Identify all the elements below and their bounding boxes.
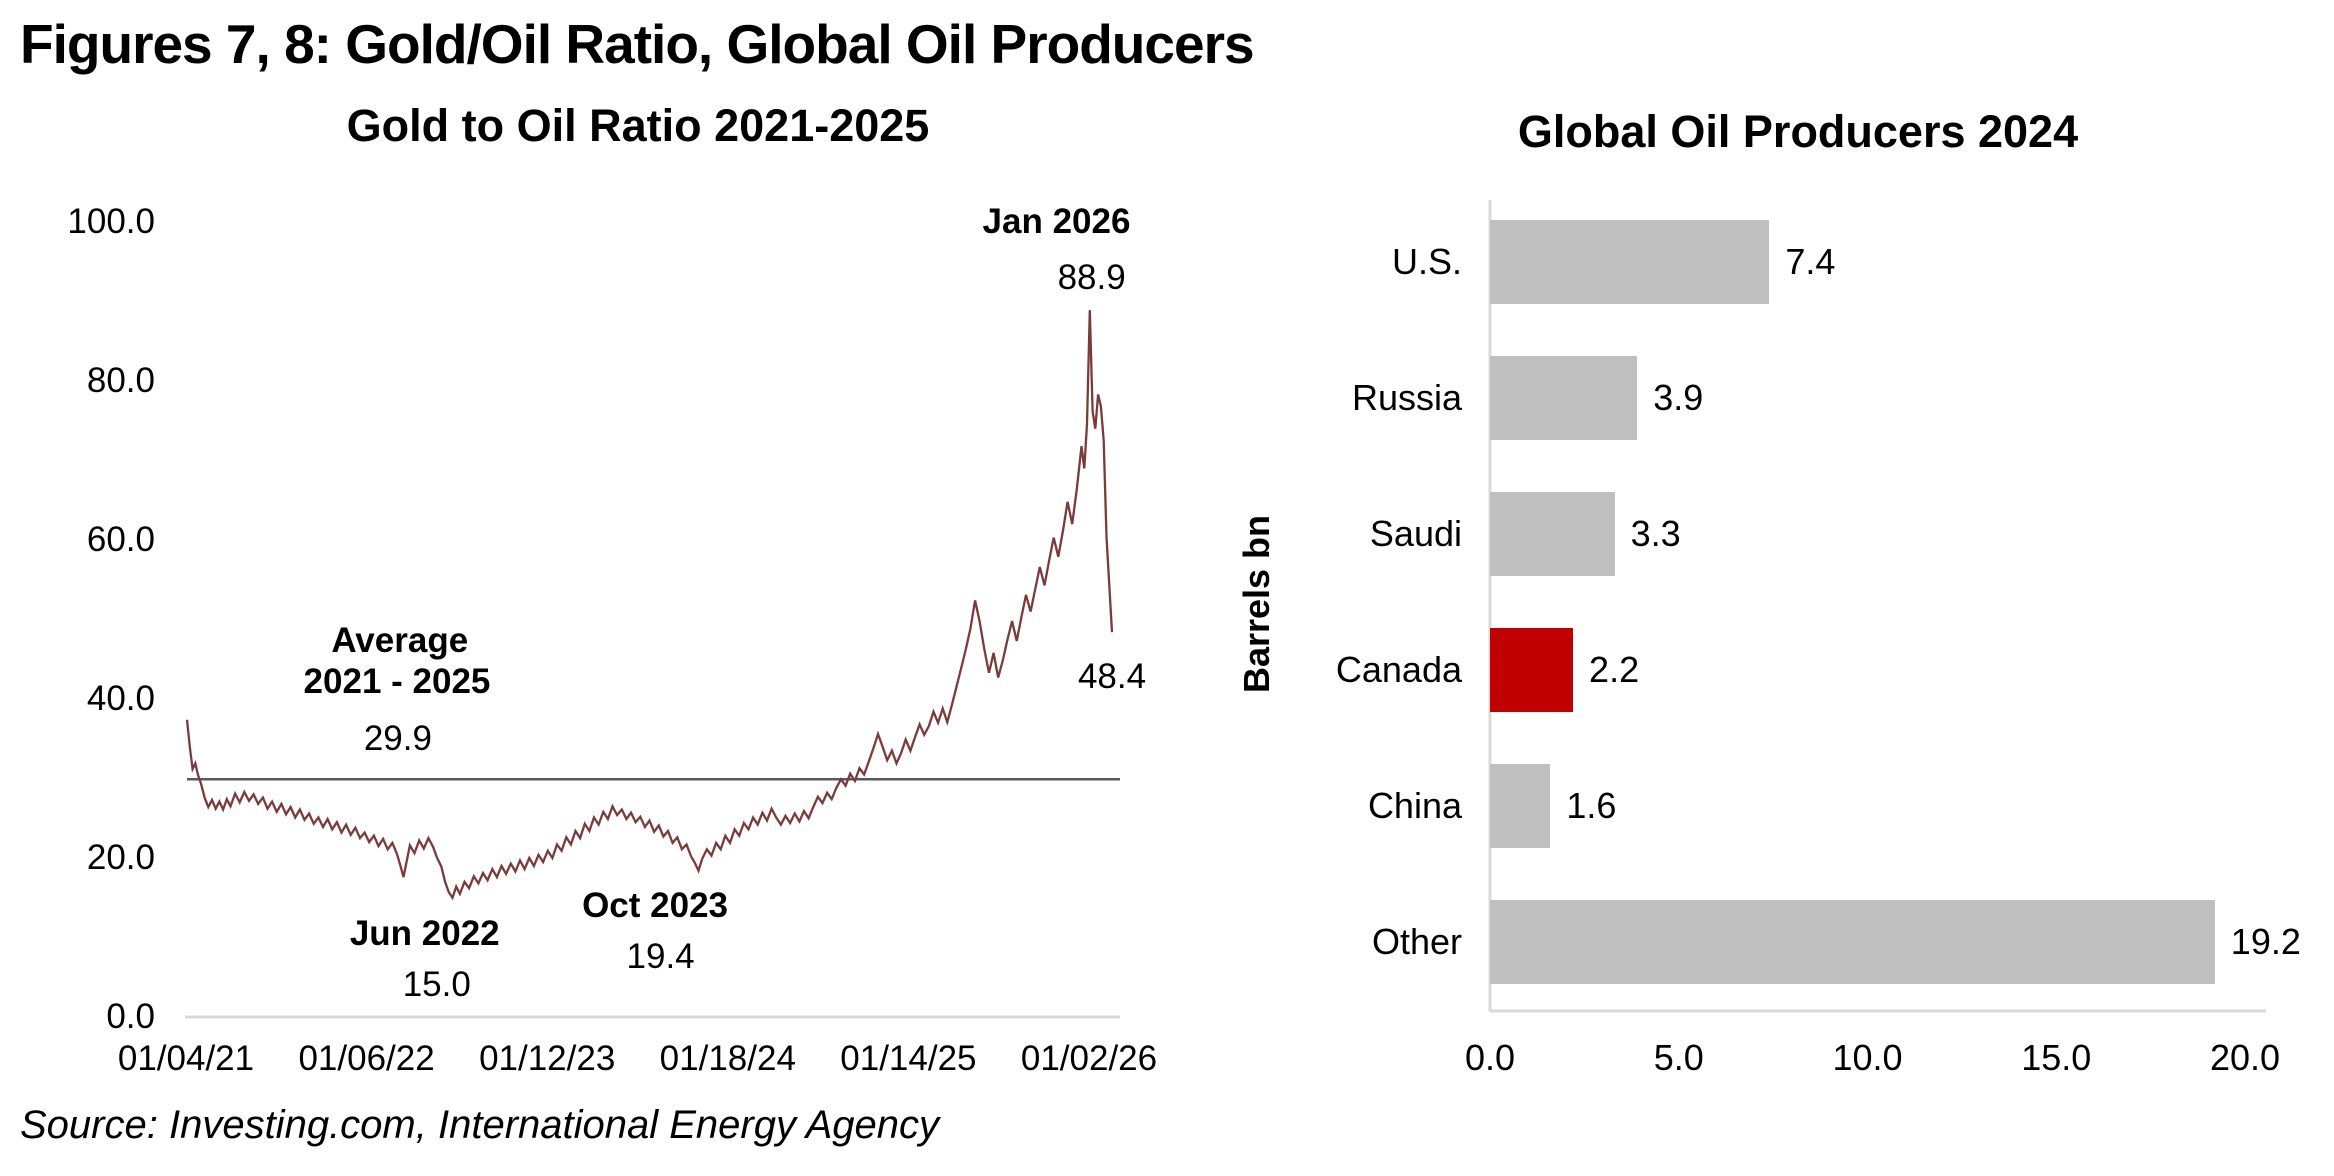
y-tick-label: 80.0: [86, 361, 155, 400]
annotation-29-9: 29.9: [363, 718, 432, 758]
main-title: Figures 7, 8: Gold/Oil Ratio, Global Oil…: [20, 13, 1255, 75]
bar-value-label: 7.4: [1785, 241, 1836, 282]
annotation-oct-2023: Oct 2023: [582, 885, 729, 925]
bar-category-label: Russia: [1351, 377, 1462, 418]
bar-category-label: U.S.: [1391, 241, 1462, 282]
annotation-jun-2022: Jun 2022: [349, 914, 500, 954]
y-tick-label: 60.0: [86, 520, 155, 559]
bar-value-label: 1.6: [1566, 785, 1617, 826]
y-tick-label: 40.0: [86, 679, 155, 718]
bar-x-tick-label: 10.0: [1832, 1037, 1903, 1078]
bar-russia: [1490, 356, 1637, 440]
bar-x-tick-label: 20.0: [2209, 1037, 2281, 1078]
source-note: Source: Investing.com, International Ene…: [20, 1103, 940, 1147]
bar-category-label: Canada: [1335, 649, 1462, 690]
annotation-88-9: 88.9: [1057, 257, 1126, 297]
bar-value-label: 2.2: [1589, 649, 1640, 690]
line-chart-title: Gold to Oil Ratio 2021-2025: [346, 100, 930, 151]
x-tick-label: 01/06/22: [298, 1039, 435, 1078]
y-tick-label: 0.0: [106, 997, 155, 1036]
y-tick-label: 100.0: [67, 202, 155, 241]
bar-chart-title: Global Oil Producers 2024: [1517, 106, 2079, 157]
bar-china: [1490, 764, 1550, 848]
bar-category-label: Saudi: [1369, 513, 1462, 554]
bar-x-tick-label: 0.0: [1464, 1037, 1516, 1078]
bar-us: [1490, 220, 1769, 304]
x-tick-label: 01/12/23: [479, 1039, 616, 1078]
y-tick-label: 20.0: [86, 838, 155, 877]
x-tick-label: 01/04/21: [117, 1039, 255, 1078]
annotation-2021-2025: 2021 - 2025: [303, 662, 491, 702]
bar-other: [1490, 900, 2215, 984]
bar-value-label: 3.3: [1630, 513, 1681, 554]
x-tick-label: 01/14/25: [840, 1039, 977, 1078]
annotation-jan-2026: Jan 2026: [982, 202, 1131, 241]
bar-x-tick-label: 15.0: [2021, 1037, 2092, 1078]
annotation-48-4: 48.4: [1077, 656, 1147, 696]
bar-canada: [1490, 628, 1573, 712]
annotation-19-4: 19.4: [626, 936, 695, 976]
bar-category-label: China: [1367, 785, 1462, 826]
bar-category-label: Other: [1371, 921, 1462, 962]
annotation-15-0: 15.0: [402, 965, 471, 1005]
bar-value-label: 3.9: [1653, 377, 1704, 418]
annotation-average: Average: [331, 620, 469, 660]
bar-saudi: [1490, 492, 1615, 576]
x-tick-label: 01/02/26: [1020, 1039, 1158, 1078]
bar-value-label: 19.2: [2230, 921, 2301, 962]
gold-oil-ratio-line: [185, 310, 1114, 901]
x-tick-label: 01/18/24: [659, 1039, 796, 1078]
bar-x-tick-label: 5.0: [1653, 1037, 1704, 1078]
